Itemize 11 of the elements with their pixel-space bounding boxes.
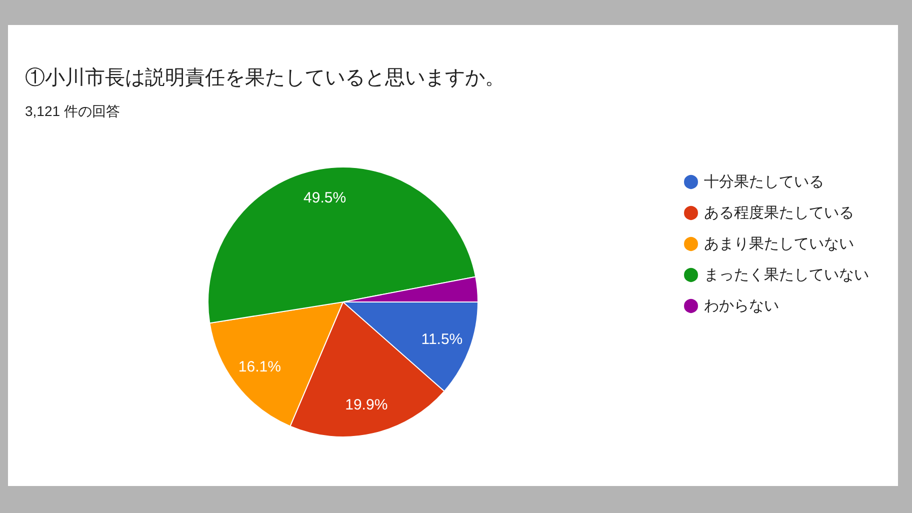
legend-label: ある程度果たしている (704, 204, 854, 222)
data-label: 11.5% (421, 330, 463, 348)
legend-label: あまり果たしていない (704, 236, 854, 252)
legend-label: まったく果たしていない (704, 266, 869, 284)
data-label: 49.5% (304, 189, 346, 206)
data-label: 19.9% (345, 396, 388, 414)
chart-title: ①小川市長は説明責任を果たしていると思いますか。 (25, 67, 505, 89)
text: 3,121 件の回答 (25, 103, 120, 119)
data-label: 16.1% (238, 358, 281, 376)
legend-label: 十分果たしている (704, 174, 824, 190)
legend-label: わからない (704, 298, 779, 314)
